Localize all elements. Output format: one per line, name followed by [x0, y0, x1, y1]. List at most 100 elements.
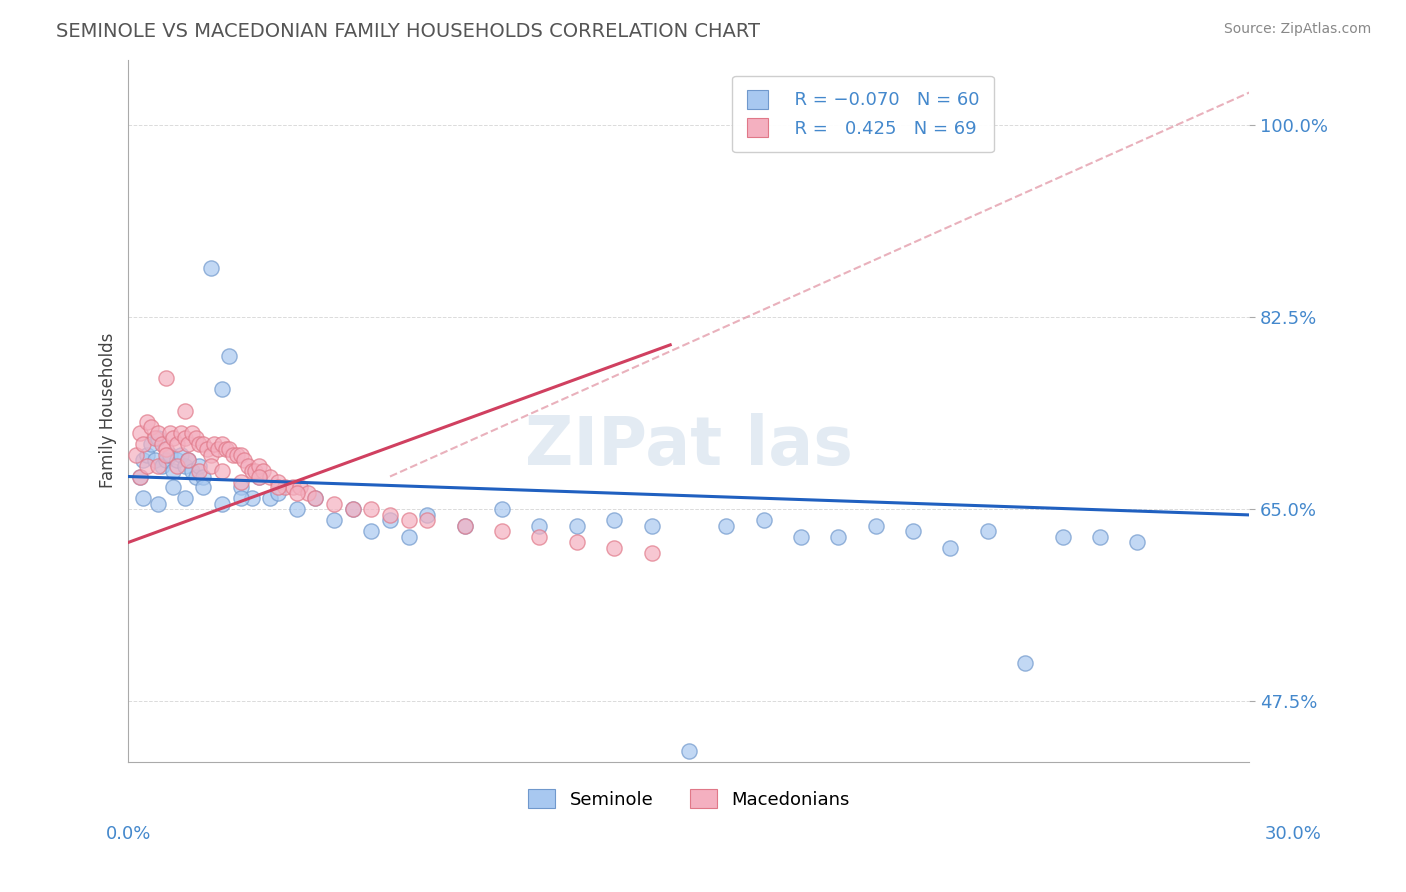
Point	[218, 349, 240, 363]
Point	[285, 486, 308, 500]
Point	[259, 491, 281, 506]
Point	[267, 475, 290, 489]
Point	[170, 425, 193, 440]
Point	[304, 491, 326, 506]
Point	[211, 464, 233, 478]
Point	[150, 436, 173, 450]
Point	[195, 442, 218, 456]
Point	[267, 486, 290, 500]
Point	[603, 513, 626, 527]
Point	[360, 502, 382, 516]
Point	[323, 497, 346, 511]
Point	[790, 530, 813, 544]
Point	[166, 436, 188, 450]
Point	[136, 458, 159, 473]
Point	[678, 744, 700, 758]
Text: SEMINOLE VS MACEDONIAN FAMILY HOUSEHOLDS CORRELATION CHART: SEMINOLE VS MACEDONIAN FAMILY HOUSEHOLDS…	[56, 22, 761, 41]
Point	[398, 513, 420, 527]
Point	[200, 261, 222, 276]
Point	[166, 453, 188, 467]
Point	[184, 431, 207, 445]
Text: 30.0%: 30.0%	[1265, 825, 1322, 843]
Point	[290, 481, 312, 495]
Point	[181, 464, 204, 478]
Point	[360, 524, 382, 539]
Point	[865, 519, 887, 533]
Point	[155, 442, 177, 456]
Point	[565, 519, 588, 533]
Point	[173, 491, 195, 506]
Point	[827, 530, 849, 544]
Point	[378, 513, 401, 527]
Point	[416, 508, 439, 522]
Point	[281, 481, 304, 495]
Point	[416, 513, 439, 527]
Point	[240, 491, 263, 506]
Point	[148, 425, 170, 440]
Text: 0.0%: 0.0%	[105, 825, 150, 843]
Point	[159, 448, 181, 462]
Point	[132, 491, 155, 506]
Point	[128, 469, 150, 483]
Point	[128, 425, 150, 440]
Point	[132, 436, 155, 450]
Point	[148, 458, 170, 473]
Point	[184, 469, 207, 483]
Point	[454, 519, 477, 533]
Point	[491, 524, 513, 539]
Point	[274, 481, 297, 495]
Point	[136, 415, 159, 429]
Point	[398, 530, 420, 544]
Point	[1088, 530, 1111, 544]
Point	[1126, 535, 1149, 549]
Point	[640, 519, 662, 533]
Point	[162, 464, 184, 478]
Point	[162, 481, 184, 495]
Point	[177, 453, 200, 467]
Point	[565, 535, 588, 549]
Point	[977, 524, 1000, 539]
Point	[229, 481, 252, 495]
Point	[148, 431, 170, 445]
Point	[162, 431, 184, 445]
Point	[236, 458, 259, 473]
Point	[181, 425, 204, 440]
Point	[247, 458, 270, 473]
Point	[207, 442, 229, 456]
Point	[491, 502, 513, 516]
Point	[939, 541, 962, 555]
Point	[188, 464, 211, 478]
Point	[640, 546, 662, 560]
Point	[136, 448, 159, 462]
Point	[155, 453, 177, 467]
Point	[233, 453, 256, 467]
Point	[454, 519, 477, 533]
Y-axis label: Family Households: Family Households	[100, 333, 117, 489]
Point	[304, 491, 326, 506]
Text: Source: ZipAtlas.com: Source: ZipAtlas.com	[1223, 22, 1371, 37]
Point	[323, 513, 346, 527]
Point	[342, 502, 364, 516]
Point	[378, 508, 401, 522]
Point	[132, 453, 155, 467]
Point	[252, 464, 274, 478]
Point	[143, 453, 166, 467]
Point	[166, 458, 188, 473]
Point	[155, 448, 177, 462]
Point	[150, 458, 173, 473]
Point	[1052, 530, 1074, 544]
Point	[188, 458, 211, 473]
Point	[177, 436, 200, 450]
Point	[155, 371, 177, 385]
Point	[222, 448, 245, 462]
Point	[342, 502, 364, 516]
Point	[716, 519, 738, 533]
Point	[200, 448, 222, 462]
Point	[752, 513, 775, 527]
Point	[267, 481, 290, 495]
Point	[193, 481, 215, 495]
Point	[143, 431, 166, 445]
Point	[285, 502, 308, 516]
Point	[202, 436, 225, 450]
Point	[211, 382, 233, 396]
